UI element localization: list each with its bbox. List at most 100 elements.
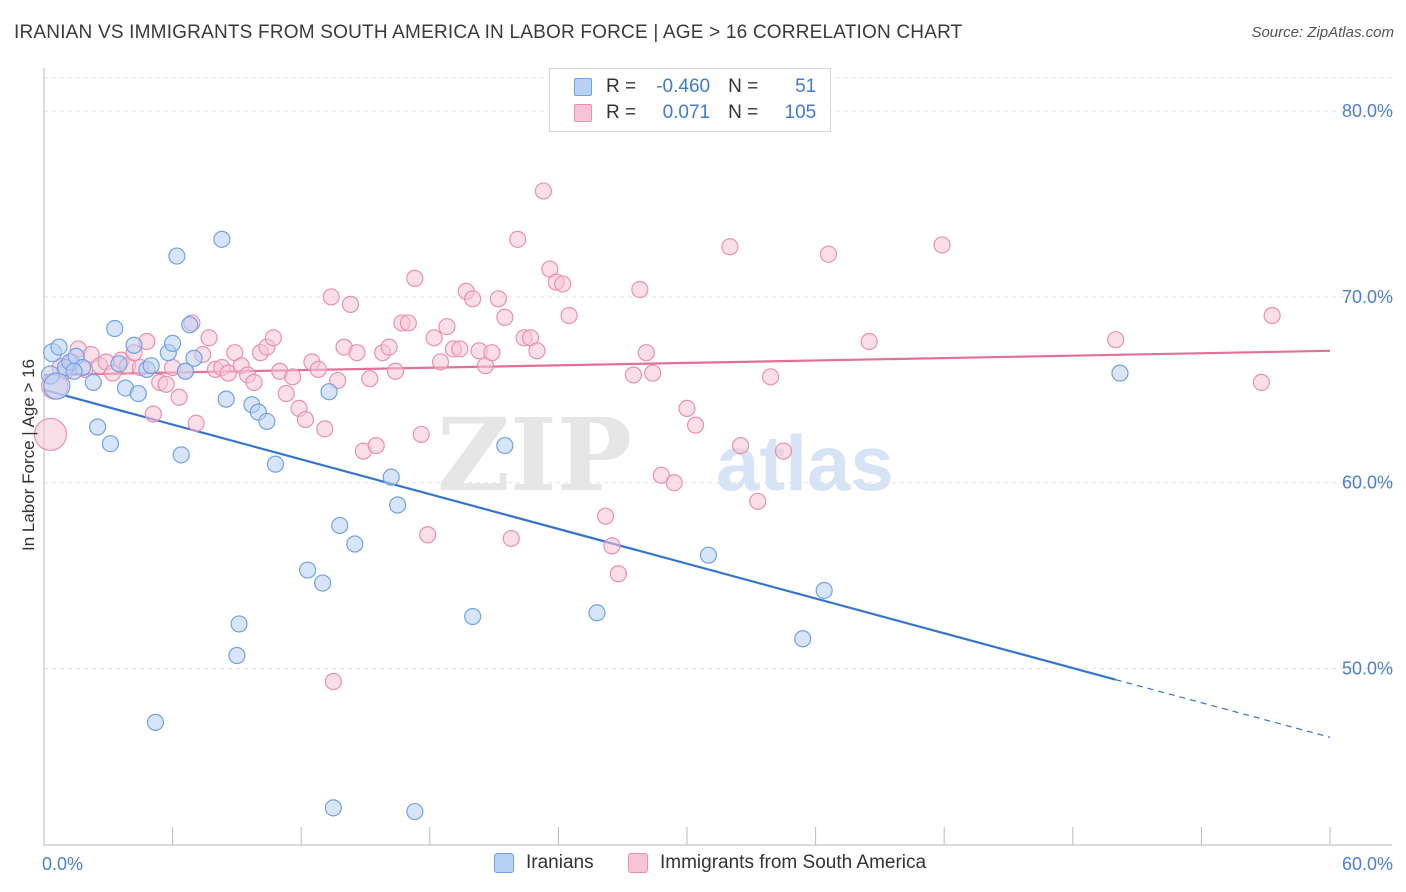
point-immigrants bbox=[170, 388, 188, 406]
point-iranians bbox=[588, 604, 606, 622]
point-immigrants bbox=[483, 344, 501, 362]
point-iranians bbox=[299, 561, 317, 579]
point-iranians bbox=[266, 455, 285, 473]
trend-line-iranians bbox=[43, 388, 1116, 681]
legend-r-value: -0.460 bbox=[656, 76, 711, 97]
chart-title: IRANIAN VS IMMIGRANTS FROM SOUTH AMERICA… bbox=[14, 22, 963, 43]
point-immigrants bbox=[187, 414, 205, 432]
point-iranians bbox=[464, 607, 482, 626]
y-tick-label: 70.0% bbox=[1342, 287, 1393, 307]
point-immigrants bbox=[464, 290, 482, 308]
watermark-zip: ZIP bbox=[437, 396, 632, 514]
point-immigrants bbox=[860, 332, 878, 351]
point-iranians bbox=[496, 436, 514, 455]
point-immigrants bbox=[361, 370, 379, 388]
point-immigrants bbox=[367, 436, 385, 455]
bottom-legend-swatch-iranians bbox=[494, 853, 514, 873]
watermark-atlas: atlas bbox=[716, 419, 894, 507]
point-immigrants bbox=[200, 329, 218, 347]
point-iranians bbox=[406, 802, 424, 821]
point-iranians bbox=[181, 316, 199, 334]
point-immigrants bbox=[678, 399, 696, 418]
point-iranians bbox=[815, 581, 833, 600]
legend-n-label: N = bbox=[728, 102, 759, 123]
legend-r-label: R = bbox=[606, 102, 637, 123]
point-iranians bbox=[230, 615, 248, 633]
point-immigrants bbox=[665, 474, 683, 492]
trend-line-immigrants bbox=[43, 349, 1331, 377]
trend-line-iranians-extension bbox=[1115, 679, 1331, 738]
point-immigrants bbox=[652, 466, 670, 484]
point-immigrants bbox=[554, 275, 572, 293]
point-immigrants bbox=[721, 238, 739, 256]
point-immigrants bbox=[386, 362, 405, 380]
legend-row-iranians: R = -0.460 N = 51 bbox=[574, 75, 816, 99]
point-iranians bbox=[129, 384, 147, 403]
point-immigrants bbox=[502, 529, 520, 548]
point-immigrants bbox=[509, 230, 527, 248]
legend-n-value: 105 bbox=[784, 102, 817, 123]
point-iranians bbox=[320, 383, 338, 401]
point-iranians bbox=[106, 319, 124, 338]
point-iranians bbox=[699, 546, 718, 564]
bottom-legend-label-immigrants: Immigrants from South America bbox=[660, 852, 927, 873]
point-immigrants bbox=[219, 364, 237, 382]
point-immigrants bbox=[819, 245, 838, 263]
point-iranians bbox=[185, 349, 203, 367]
bottom-legend-swatch-immigrants bbox=[628, 853, 648, 873]
point-iranians bbox=[142, 357, 160, 375]
y-tick-label: 80.0% bbox=[1342, 101, 1393, 121]
trend-lines bbox=[43, 349, 1331, 738]
point-iranians bbox=[50, 338, 68, 356]
point-iranians bbox=[43, 372, 71, 400]
point-iranians bbox=[164, 334, 182, 352]
point-immigrants bbox=[528, 342, 546, 360]
y-tick-label: 60.0% bbox=[1342, 473, 1393, 493]
correlation-legend: R = -0.460 N = 51 R = 0.071 N = 105 bbox=[549, 68, 831, 132]
point-immigrants bbox=[496, 308, 514, 326]
point-immigrants bbox=[380, 338, 398, 356]
legend-n-value: 51 bbox=[795, 76, 817, 97]
x-tick-label: 60.0% bbox=[1342, 854, 1393, 874]
point-iranians bbox=[1111, 364, 1129, 382]
point-iranians bbox=[389, 496, 407, 514]
point-immigrants bbox=[933, 236, 951, 254]
point-immigrants bbox=[284, 368, 302, 386]
point-immigrants bbox=[489, 290, 507, 308]
bottom-legend-iranians: Iranians bbox=[494, 852, 594, 874]
point-immigrants bbox=[144, 405, 162, 423]
point-iranians bbox=[258, 412, 276, 431]
legend-swatch-iranians bbox=[574, 78, 592, 96]
point-immigrants bbox=[731, 436, 750, 455]
point-iranians bbox=[331, 516, 349, 535]
point-immigrants bbox=[637, 344, 655, 362]
tick-labels: 50.0% 60.0% 70.0% 80.0% 0.0% 60.0% bbox=[42, 101, 1393, 874]
legend-swatch-immigrants bbox=[574, 104, 592, 122]
point-immigrants bbox=[425, 329, 443, 347]
point-immigrants bbox=[316, 420, 334, 438]
point-immigrants bbox=[451, 340, 469, 358]
point-immigrants bbox=[341, 295, 360, 313]
point-immigrants bbox=[322, 288, 340, 306]
point-iranians bbox=[314, 574, 332, 592]
point-immigrants bbox=[33, 417, 68, 452]
point-immigrants bbox=[296, 410, 315, 429]
point-immigrants bbox=[686, 416, 705, 434]
point-immigrants bbox=[534, 182, 552, 200]
point-immigrants bbox=[1107, 331, 1125, 349]
point-immigrants bbox=[438, 318, 456, 336]
point-iranians bbox=[217, 390, 235, 408]
source-label: Source: ZipAtlas.com bbox=[1251, 24, 1394, 41]
point-iranians bbox=[176, 362, 195, 380]
point-immigrants bbox=[560, 306, 578, 325]
point-immigrants bbox=[609, 565, 628, 583]
point-immigrants bbox=[774, 442, 793, 460]
point-immigrants bbox=[264, 329, 282, 347]
bottom-legend-immigrants: Immigrants from South America bbox=[628, 852, 926, 874]
point-iranians bbox=[101, 435, 120, 453]
axes bbox=[43, 68, 1392, 846]
legend-n-label: N = bbox=[728, 76, 759, 97]
point-immigrants bbox=[644, 364, 662, 382]
point-iranians bbox=[228, 646, 246, 665]
